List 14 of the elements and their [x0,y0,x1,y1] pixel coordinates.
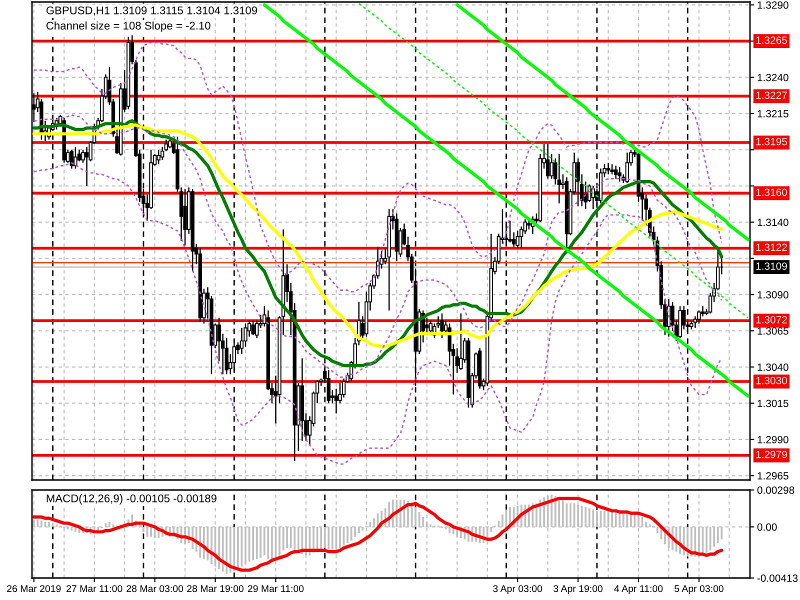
x-tick-label: 3 Apr 03:00 [493,585,542,594]
x-tick-label: 26 Mar 2019 [7,585,61,592]
y-tick-label: 1.2965 [758,472,788,480]
x-tick-label: 27 Mar 11:00 [66,585,122,592]
y-tick-label: 0.00298 [757,486,794,494]
x-tick-label: 29 Mar 11:00 [248,585,304,592]
y-tick-label: 0.00 [757,523,777,531]
y-tick-label: -0.00413 [757,574,798,582]
x-tick-label: 28 Mar 19:00 [187,585,244,592]
x-tick-label: 5 Apr 03:00 [674,585,724,594]
x-tick-label: 28 Mar 03:00 [126,585,184,592]
chart-title: MACD(12,26,9) -0.00105 -0.00189 [46,494,216,505]
x-tick-label: 3 Apr 19:00 [554,585,603,594]
x-tick-label: 4 Apr 11:00 [614,585,663,594]
